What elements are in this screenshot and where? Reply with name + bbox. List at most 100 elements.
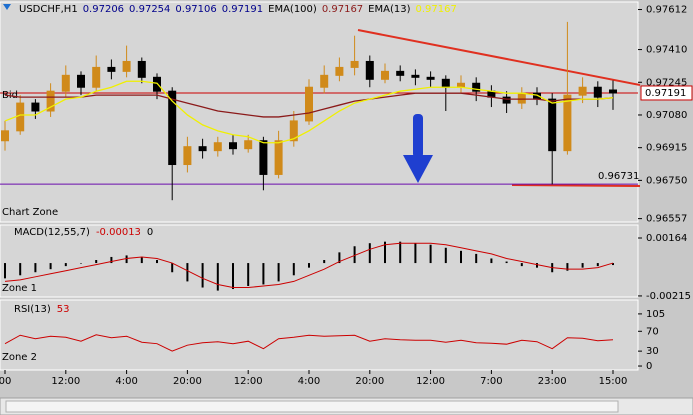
candle-body — [46, 90, 55, 112]
macd-bar — [34, 263, 37, 273]
main-panel — [0, 1, 639, 223]
y-tick-label: 0.96557 — [646, 214, 687, 225]
candle-body — [259, 140, 268, 175]
y-tick-label: 105 — [646, 309, 665, 320]
macd-bar — [156, 260, 158, 264]
symbol: USDCHF,H1 — [19, 4, 78, 15]
ema-line — [4, 80, 614, 144]
macd-bar — [460, 250, 462, 264]
zone-label: Zone 2 — [2, 352, 37, 363]
macd-bar — [338, 252, 341, 264]
candle-body — [502, 96, 511, 104]
macd-bar — [444, 247, 447, 264]
macd-bar — [368, 243, 371, 264]
indicator-name: MACD(12,55,7) — [14, 227, 90, 238]
quote-value: 0.97254 — [129, 4, 170, 15]
macd-bar — [110, 256, 113, 264]
y-tick-label: 0.97080 — [646, 110, 687, 121]
indicator-value: 0 — [147, 227, 153, 238]
candle-body — [426, 76, 435, 80]
candle-body — [274, 140, 283, 175]
candle-body — [563, 94, 572, 152]
macd-bar — [520, 263, 523, 267]
x-tick-label: 4:00 — [115, 376, 137, 387]
indicator-value: -0.00013 — [96, 227, 141, 238]
symbol-icon — [3, 4, 11, 10]
down-arrow — [403, 114, 433, 183]
x-tick-label: 12:00 — [416, 376, 445, 387]
y-tick-label: 0.97245 — [646, 77, 687, 88]
candle-body — [122, 60, 131, 72]
candle-body — [229, 142, 237, 150]
bid-price: 0.97191 — [645, 88, 686, 99]
y-tick-label: 0.97612 — [646, 5, 687, 16]
candle-body — [213, 142, 222, 152]
x-tick-label: 12:00 — [234, 376, 263, 387]
macd-bar — [4, 263, 6, 279]
x-tick-label: 7:00 — [480, 376, 502, 387]
candle-body — [350, 60, 359, 68]
macd-bar — [64, 263, 67, 267]
candle-body — [31, 102, 40, 112]
macd-bar — [292, 263, 295, 276]
candle-body — [289, 120, 298, 142]
x-tick-label: 23:00 — [538, 376, 567, 387]
macd-bar — [232, 263, 234, 290]
candle-body — [320, 74, 329, 88]
candle-body — [365, 60, 374, 80]
macd-bar — [490, 258, 493, 264]
macd-bar — [140, 256, 143, 264]
signal-line — [4, 242, 614, 289]
macd-bar — [612, 263, 614, 266]
macd-bar — [399, 241, 402, 264]
y-tick-label: 0.96915 — [646, 143, 687, 154]
y-tick-label: 0 — [646, 361, 652, 372]
candle-body — [593, 86, 602, 98]
macd-bar — [429, 244, 432, 264]
x-tick-label: 12:00 — [51, 376, 80, 387]
macd-bar — [505, 261, 508, 264]
y-tick-label: 0.97410 — [646, 45, 687, 56]
macd-bar — [277, 263, 280, 282]
support-line — [511, 184, 641, 187]
quote-value: 0.97206 — [83, 4, 124, 15]
candle-body — [198, 146, 207, 152]
quote-value: 0.97191 — [222, 4, 263, 15]
indicator-value: 53 — [57, 304, 70, 315]
indicator-value: 0.97167 — [322, 4, 363, 15]
macd-bar — [216, 263, 219, 291]
macd-bar — [353, 246, 356, 264]
zone-label: Zone 1 — [2, 283, 37, 294]
candle-body — [61, 74, 70, 92]
macd-bar — [49, 263, 52, 270]
macd-bar — [95, 260, 98, 264]
macd-bar — [414, 243, 417, 264]
rsi-line — [4, 334, 614, 352]
macd-bar — [596, 263, 599, 267]
level-label: 0.96731 — [598, 171, 639, 182]
candle-body — [107, 66, 116, 72]
quote-value: 0.97106 — [175, 4, 216, 15]
chart-header: USDCHF,H1 0.97206 0.97254 0.97106 0.97191 EMA… — [19, 4, 457, 15]
scroll-thumb[interactable] — [5, 400, 619, 413]
zone-label: Chart Zone — [2, 207, 58, 218]
candle-body — [548, 98, 557, 152]
candle-body — [578, 86, 587, 96]
macd-bar — [475, 253, 478, 264]
candle-body — [609, 89, 617, 94]
macd-bar — [384, 241, 386, 264]
macd-panel — [0, 224, 639, 298]
y-tick-label: 30 — [646, 346, 659, 357]
candle-body — [305, 86, 313, 122]
candle-body — [1, 130, 9, 142]
x-tick-label: 20:00 — [355, 376, 384, 387]
macd-bar — [308, 263, 310, 268]
macd-bar — [80, 263, 82, 264]
macd-bar — [566, 263, 569, 271]
macd-bar — [19, 263, 22, 276]
candle-body — [335, 66, 344, 76]
candle-body — [77, 74, 85, 88]
macd-bar — [262, 263, 265, 285]
candle-body — [168, 90, 177, 166]
